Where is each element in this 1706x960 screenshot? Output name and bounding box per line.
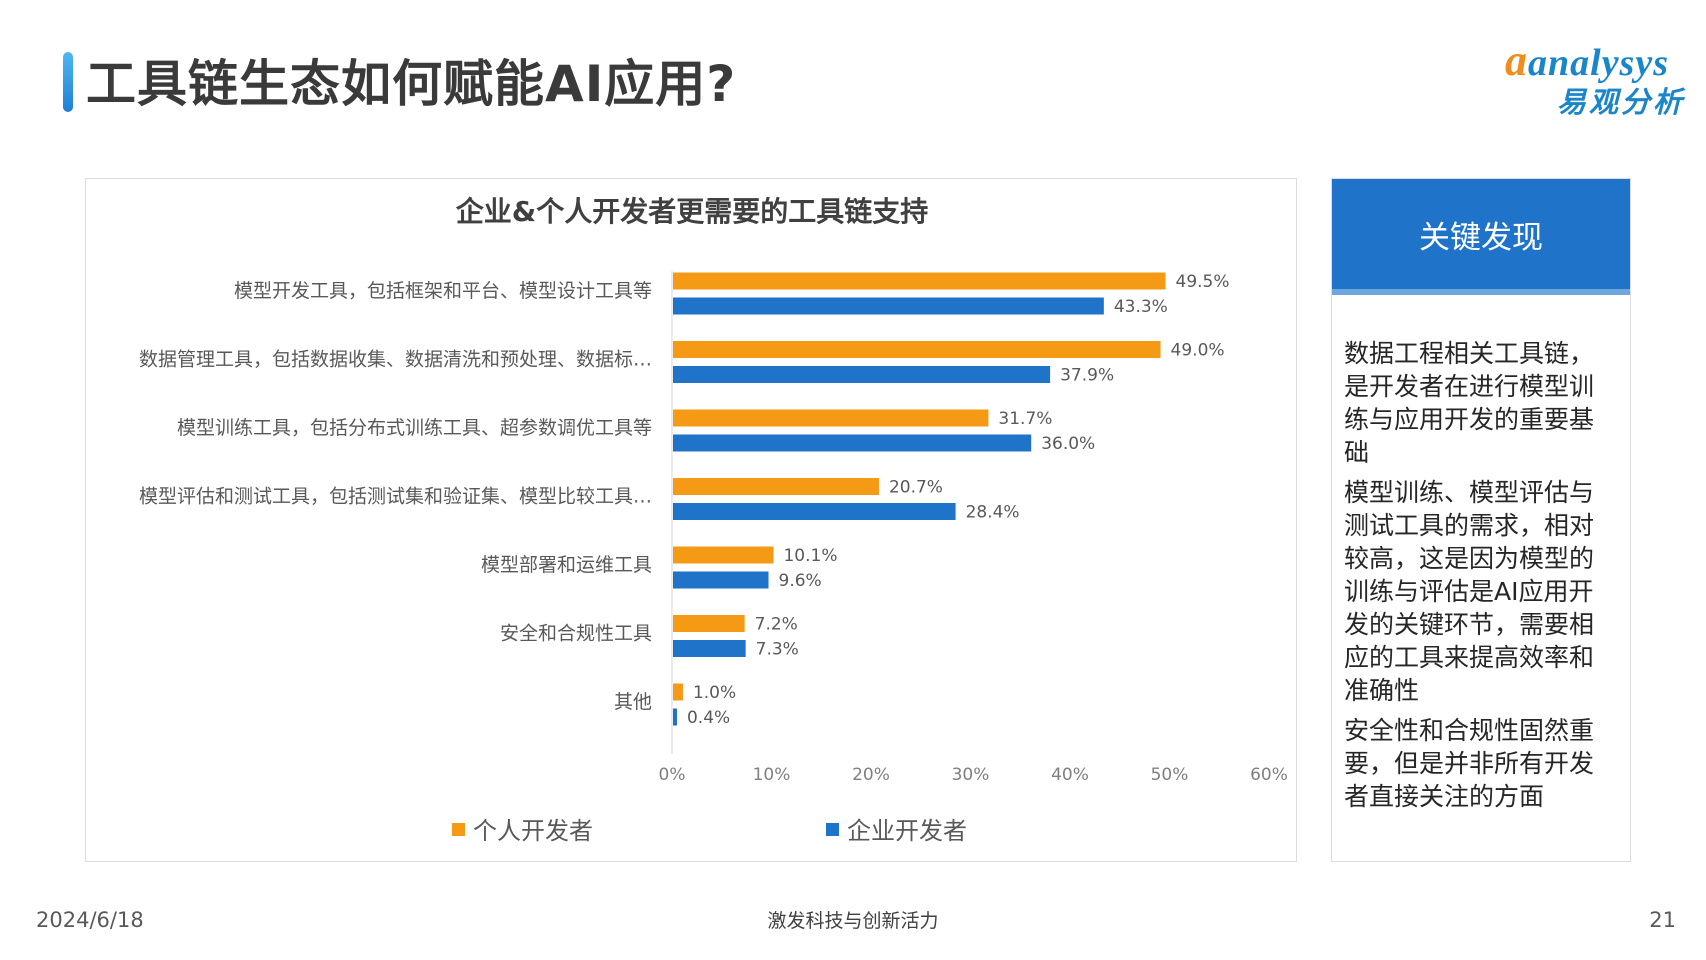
data-label: 7.3% [756, 640, 799, 660]
x-tick-label: 30% [952, 765, 990, 785]
bar-enterprise [673, 571, 769, 589]
bar-personal [673, 478, 879, 495]
category-label: 模型部署和运维工具 [481, 554, 652, 576]
data-label: 43.3% [1114, 297, 1168, 317]
chart-panel: 企业&个人开发者更需要的工具链支持模型开发工具，包括框架和平台、模型设计工具等 4… [85, 178, 1297, 862]
finding-3: 安全性和合规性固然重要，但是并非所有开发者直接关注的方面 [1344, 716, 1595, 811]
legend-swatch-personal [452, 823, 465, 836]
x-tick-label: 20% [852, 765, 890, 785]
key-findings-body: 数据工程相关工具链，是开发者在进行模型训练与应用开发的重要基础 模型训练、模型评… [1344, 337, 1616, 820]
footer-date: 2024/6/18 [36, 908, 144, 932]
data-label: 31.7% [998, 409, 1052, 429]
category-label: 安全和合规性工具 [500, 623, 652, 645]
footer-slogan: 激发科技与创新活力 [767, 910, 939, 932]
data-label: 1.0% [693, 683, 736, 703]
bar-personal [673, 615, 745, 632]
page-title: 工具链生态如何赋能AI应用? [86, 55, 737, 113]
page-number: 21 [1649, 908, 1676, 932]
legend-label: 个人开发者 [473, 817, 593, 845]
key-findings-panel: 关键发现 数据工程相关工具链，是开发者在进行模型训练与应用开发的重要基础 模型训… [1331, 178, 1631, 862]
key-findings-divider [1332, 289, 1630, 295]
finding-1: 数据工程相关工具链，是开发者在进行模型训练与应用开发的重要基础 [1344, 339, 1595, 467]
data-label: 49.0% [1171, 341, 1225, 361]
bar-enterprise [673, 297, 1104, 315]
title-accent-bar [63, 52, 73, 112]
legend-label: 企业开发者 [847, 817, 967, 845]
bar-personal [673, 272, 1166, 290]
data-label: 36.0% [1041, 434, 1095, 454]
data-label: 49.5% [1176, 272, 1230, 292]
bar-personal [673, 683, 683, 701]
bar-enterprise [673, 434, 1032, 452]
category-label: 模型训练工具，包括分布式训练工具、超参数调优工具等 [177, 417, 652, 439]
category-label: 模型评估和测试工具，包括测试集和验证集、模型比较工具… [139, 486, 652, 508]
x-tick-label: 40% [1051, 765, 1089, 785]
x-tick-label: 10% [753, 765, 791, 785]
data-label: 20.7% [889, 478, 943, 498]
legend-swatch-enterprise [826, 823, 839, 836]
bar-enterprise [673, 708, 677, 726]
category-label: 模型开发工具，包括框架和平台、模型设计工具等 [234, 280, 652, 302]
data-label: 7.2% [755, 615, 798, 635]
logo-brand: analysys [1528, 42, 1669, 84]
bar-personal [673, 409, 989, 427]
finding-2: 模型训练、模型评估与测试工具的需求，相对较高，这是因为模型的训练与评估是AI应用… [1344, 478, 1595, 705]
logo-brand-cn: 易观分析 [1556, 85, 1685, 119]
data-label: 28.4% [966, 503, 1020, 523]
category-label: 数据管理工具，包括数据收集、数据清洗和预处理、数据标… [139, 349, 652, 371]
x-tick-label: 0% [659, 765, 686, 785]
chart-title: 企业&个人开发者更需要的工具链支持 [456, 195, 928, 228]
bar-enterprise [673, 503, 956, 520]
data-label: 9.6% [779, 571, 822, 591]
category-label: 其他 [614, 691, 652, 713]
data-label: 37.9% [1060, 366, 1114, 386]
bar-enterprise [673, 366, 1051, 383]
bar-personal [673, 341, 1161, 358]
x-tick-label: 60% [1250, 765, 1288, 785]
bar-personal [673, 546, 774, 564]
analysys-logo: aanalysys 易观分析 [1505, 39, 1695, 130]
x-tick-label: 50% [1151, 765, 1189, 785]
data-label: 10.1% [783, 546, 837, 566]
bar-enterprise [673, 640, 746, 657]
data-label: 0.4% [687, 708, 730, 728]
key-findings-header: 关键发现 [1332, 179, 1630, 289]
